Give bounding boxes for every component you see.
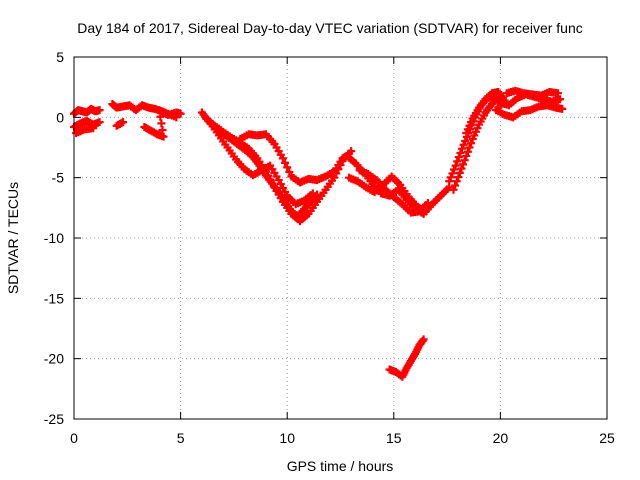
x-tick-label: 20 [493,430,509,446]
data-point [467,139,476,148]
y-axis-ticks: 5 0 -5 -10 -15 -20 -25 [44,49,607,427]
data-point [465,143,474,152]
y-tick-label: 5 [56,49,64,65]
data-point [459,160,468,169]
data-point [172,113,181,122]
x-tick-label: 25 [599,430,615,446]
x-tick-label: 0 [70,430,78,446]
x-tick-label: 10 [279,430,295,446]
y-axis-label: SDTVAR / TECUs [5,182,21,294]
data-point [278,154,287,163]
y-tick-label: -25 [44,411,64,427]
data-point [446,173,455,182]
data-point [558,104,567,113]
data-point [454,173,463,182]
y-tick-label: -10 [44,230,64,246]
data-point [452,177,461,186]
data-point [451,181,460,190]
data-point [556,95,565,104]
data-point [455,168,464,177]
data-point [285,167,294,176]
data-point [119,118,128,127]
data-point [462,151,471,160]
data-point [283,163,292,172]
plot-frame [73,56,608,420]
x-tick-label: 15 [386,430,402,446]
x-axis-label: GPS time / hours [287,458,394,474]
data-point [89,124,98,133]
y-tick-label: -15 [44,290,64,306]
data-point [553,89,562,98]
chart-title: Day 184 of 2017, Sidereal Day-to-day VTE… [77,20,583,36]
data-point [451,161,460,170]
data-point [445,177,454,186]
data-point [95,106,104,115]
y-tick-label: -5 [52,170,65,186]
data-point [281,158,290,167]
data-point [454,153,463,162]
data-point [457,164,466,173]
y-tick-label: -20 [44,351,64,367]
data-point [423,199,432,208]
data-point [308,189,317,198]
x-tick-label: 5 [177,430,185,446]
data-point [347,147,356,156]
data-point [449,185,458,194]
data-point [453,157,462,166]
data-point [421,207,430,216]
y-tick-label: 0 [56,109,64,125]
data-point [95,118,104,127]
data-point [456,148,465,157]
x-axis-ticks: 0 5 10 15 20 25 [70,57,615,446]
data-point [176,109,185,118]
data-points [70,86,567,381]
data-point [463,147,472,156]
data-point [460,156,469,165]
data-point [419,335,428,344]
